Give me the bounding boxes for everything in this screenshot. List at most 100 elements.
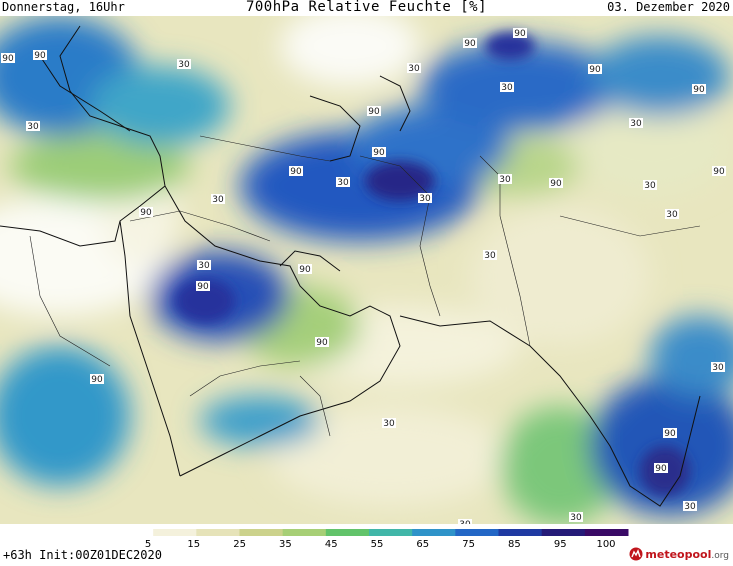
- contour-label: 30: [419, 194, 431, 204]
- colorbar-tick-label: 85: [508, 539, 521, 548]
- colorbar-swatch: [153, 529, 197, 536]
- contour-label-bg: [315, 337, 329, 347]
- colorbar-tick-label: 55: [371, 539, 384, 548]
- contour-label: 90: [664, 429, 676, 439]
- contour-label-bg: [298, 264, 312, 274]
- contour-label: 90: [290, 167, 302, 177]
- colorbar-legend: 5 15 25 35 45 55 65 75 85 95 100: [110, 529, 629, 548]
- colorbar-tick-label: 45: [325, 539, 338, 548]
- contour-label-bg: [712, 166, 726, 176]
- contour-label: 90: [299, 265, 311, 275]
- contour-label: 90: [34, 51, 46, 61]
- map-title: 700hPa Relative Feuchte [%]: [245, 0, 488, 15]
- colorbar-tick-label: 100: [596, 539, 615, 548]
- contour-label: 90: [589, 65, 601, 75]
- contour-label: 30: [712, 363, 724, 373]
- colorbar-swatch: [498, 529, 543, 536]
- colorbar-tick-label: 5: [145, 539, 151, 548]
- contour-label: 90: [713, 167, 725, 177]
- contour-label: 90: [464, 39, 476, 49]
- footer-bar: 5 15 25 35 45 55 65 75 85 95 100 +63h Init:00Z01DE…: [0, 524, 733, 566]
- contour-label-bg: [382, 418, 396, 428]
- contour-labels: 90 90 30 30 90 90 90 90 30 30 30 90 90 90 30 30 30 90 30 90…: [1, 28, 726, 524]
- header-bar: Donnerstag, 16Uhr 700hPa Relative Feucht…: [0, 0, 733, 16]
- contour-label: 90: [2, 54, 14, 64]
- contour-label: 90: [91, 375, 103, 385]
- colorbar-tick-label: 95: [554, 539, 567, 548]
- colorbar-tick-label: 15: [187, 539, 200, 548]
- contour-label-bg: [643, 180, 657, 190]
- contour-label-bg: [588, 64, 602, 74]
- contour-label: 30: [499, 175, 511, 185]
- contour-label-bg: [498, 174, 512, 184]
- contour-label: 30: [684, 502, 696, 512]
- contour-label-bg: [33, 50, 47, 60]
- contour-label-bg: [197, 260, 211, 270]
- colorbar-tick-label: 65: [416, 539, 429, 548]
- colorbar-tick-label: 25: [233, 539, 246, 548]
- contour-label-bg: [367, 106, 381, 116]
- logo-text: meteopool.org: [645, 547, 729, 561]
- colorbar-swatch: [239, 529, 284, 536]
- contour-label: 30: [212, 195, 224, 205]
- contour-label: 90: [197, 282, 209, 292]
- colorbar-tick-label: 75: [462, 539, 475, 548]
- init-time-label: +63h Init:00Z01DEC2020: [3, 548, 162, 562]
- colorbar-swatch: [541, 529, 586, 536]
- contour-label-bg: [549, 178, 563, 188]
- contour-label: 90: [368, 107, 380, 117]
- contour-label-bg: [26, 121, 40, 131]
- contour-label-bg: [663, 428, 677, 438]
- contour-label: 30: [408, 64, 420, 74]
- contour-label: 30: [337, 178, 349, 188]
- colorbar-swatch: [282, 529, 327, 536]
- contour-label: 90: [316, 338, 328, 348]
- contour-label: 90: [373, 148, 385, 158]
- contour-label: 30: [570, 513, 582, 523]
- contour-label: 30: [383, 419, 395, 429]
- contour-label: 30: [484, 251, 496, 261]
- contour-label: 90: [655, 464, 667, 474]
- contour-label-bg: [289, 166, 303, 176]
- contour-label-bg: [683, 501, 697, 511]
- colorbar-swatch: [325, 529, 370, 536]
- contour-label: 30: [178, 60, 190, 70]
- colorbar-swatch: [110, 529, 154, 536]
- logo-mark-icon: [629, 547, 643, 561]
- contour-label-bg: [711, 362, 725, 372]
- contour-label: 30: [666, 210, 678, 220]
- colorbar-tick-label: 35: [279, 539, 292, 548]
- valid-date-label: 03. Dezember 2020: [607, 0, 730, 14]
- valid-day-label: Donnerstag, 16Uhr: [2, 0, 125, 14]
- contour-label: 30: [501, 83, 513, 93]
- contour-label-bg: [372, 147, 386, 157]
- contour-label-bg: [90, 374, 104, 384]
- contour-label: 30: [630, 119, 642, 129]
- country-borders: [29, 135, 701, 437]
- contour-label-bg: [463, 38, 477, 48]
- contour-label-bg: [407, 63, 421, 73]
- contour-label-bg: [665, 209, 679, 219]
- coastlines: [0, 25, 701, 507]
- contour-label-bg: [177, 59, 191, 69]
- contour-label: 90: [693, 85, 705, 95]
- contour-label-bg: [336, 177, 350, 187]
- contour-label-bg: [458, 519, 472, 524]
- contour-label-bg: [629, 118, 643, 128]
- colorbar-swatch: [455, 529, 499, 536]
- contour-label-bg: [500, 82, 514, 92]
- contour-label: 30: [459, 520, 471, 524]
- humidity-field: [0, 16, 733, 524]
- meteopool-logo[interactable]: meteopool.org: [629, 545, 729, 563]
- contour-label: 30: [198, 261, 210, 271]
- contour-label: 90: [140, 208, 152, 218]
- contour-label-bg: [692, 84, 706, 94]
- contour-label-bg: [418, 193, 432, 203]
- contour-label-bg: [483, 250, 497, 260]
- colorbar-swatch: [584, 529, 629, 536]
- contour-label-bg: [513, 28, 527, 38]
- colorbar-swatch: [412, 529, 456, 536]
- contour-label-bg: [1, 53, 15, 63]
- contour-label-bg: [196, 281, 210, 291]
- contour-label-bg: [139, 207, 153, 217]
